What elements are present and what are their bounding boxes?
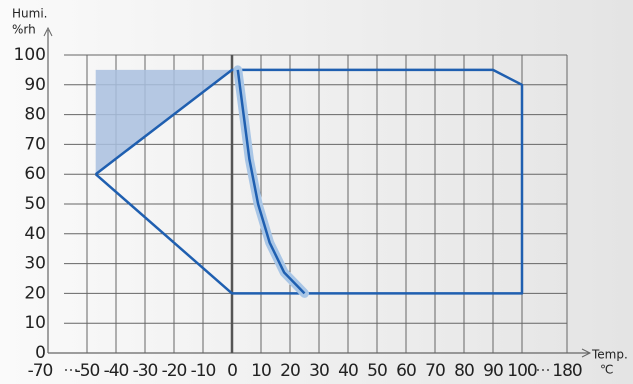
y-tick-label: 20: [24, 283, 46, 303]
x-tick-label: 70: [425, 361, 445, 381]
x-tick-label: 30: [309, 361, 329, 381]
y-axis-label: Humi.: [12, 7, 47, 21]
x-tick-label: 90: [483, 361, 503, 381]
y-axis-unit: %rh: [12, 23, 36, 37]
x-tick-label: 10: [251, 361, 271, 381]
y-tick-label: 30: [24, 254, 46, 274]
y-tick-label: 40: [24, 224, 46, 244]
x-arrow: [581, 348, 592, 358]
y-tick-label: 0: [35, 343, 46, 363]
x-tick-label: 180: [552, 361, 582, 381]
curve-band: [233, 65, 309, 298]
y-tick-label: 60: [24, 164, 46, 184]
x-tick-label: 20: [280, 361, 300, 381]
series-line: [236, 69, 306, 295]
series-line: [94, 68, 524, 295]
y-tick-label: 50: [24, 194, 46, 214]
y-tick-label: 70: [24, 134, 46, 154]
y-tick-label: 80: [24, 105, 46, 125]
axis-break-dots: [65, 369, 549, 371]
x-tick-label: -40: [104, 361, 129, 381]
x-tick-label: -20: [162, 361, 187, 381]
y-tick-label: 10: [24, 313, 46, 333]
x-tick-label: -10: [191, 361, 216, 381]
x-tick-label: -70: [28, 361, 53, 381]
x-tick-label: 80: [454, 361, 474, 381]
x-tick-label: 0: [227, 361, 237, 381]
x-tick-label: 50: [367, 361, 387, 381]
x-tick-label: 100: [507, 361, 537, 381]
x-tick-label: -30: [133, 361, 158, 381]
y-arrow: [43, 26, 53, 37]
x-tick-label: 40: [338, 361, 358, 381]
x-axis-label: Temp.: [591, 348, 628, 362]
x-tick-label: 60: [396, 361, 416, 381]
x-axis-unit: ℃: [600, 363, 613, 377]
y-tick-label: 90: [24, 75, 46, 95]
y-tick-label: 100: [14, 45, 46, 65]
x-tick-label: -50: [75, 361, 100, 381]
